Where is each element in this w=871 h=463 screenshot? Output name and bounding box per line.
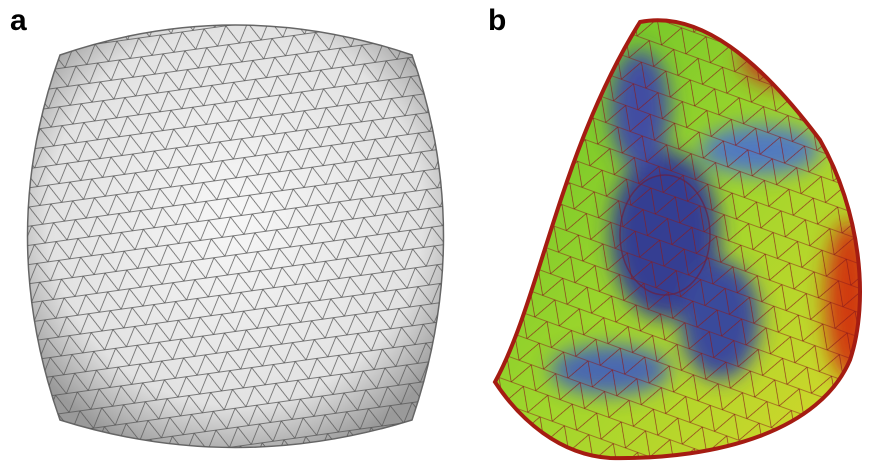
panel-label: b: [488, 4, 506, 37]
panel-label: a: [10, 4, 27, 37]
colored-shell: [480, 0, 871, 463]
figure: a b: [0, 0, 871, 463]
mesh-cube: [0, 0, 480, 463]
shell-coloring: [480, 0, 871, 463]
page: a b (() => { const data = JSON.parse(doc…: [0, 0, 871, 463]
cube-mesh: [0, 0, 480, 463]
shell-mesh: [480, 0, 871, 463]
